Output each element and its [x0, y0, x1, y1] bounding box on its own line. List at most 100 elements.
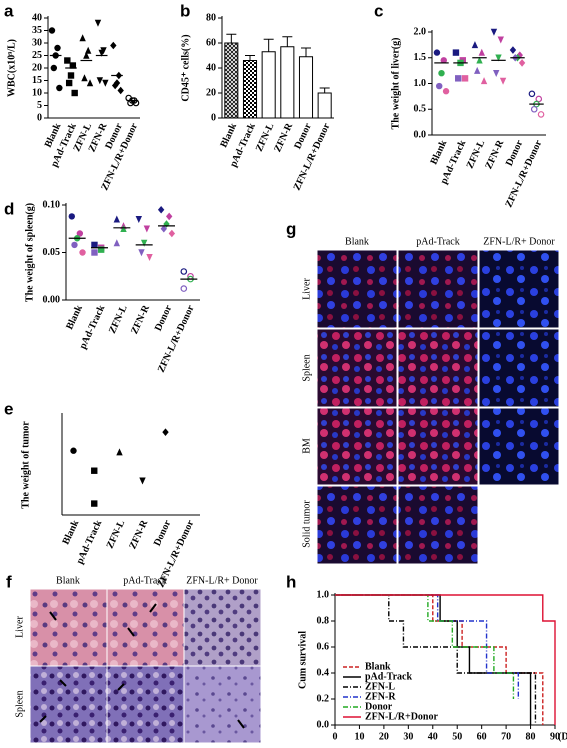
panel-letter: e — [4, 399, 13, 418]
error-bar — [319, 87, 330, 93]
data-point — [96, 77, 104, 85]
y-tick-label: 20 — [32, 62, 42, 73]
data-point — [91, 467, 98, 474]
y-tick-label: 40 — [32, 12, 42, 23]
y-tick-label: 35 — [32, 25, 42, 36]
bar — [224, 42, 239, 119]
x-tick-label: Donor — [152, 518, 174, 548]
x-tick-label: ZFN-R — [129, 303, 152, 336]
image — [478, 407, 560, 486]
y-axis-title: The weight of spleen(g) — [24, 203, 35, 302]
error-bar — [226, 33, 237, 43]
arrow — [39, 715, 47, 723]
data-point — [138, 249, 145, 257]
image — [183, 665, 262, 744]
data-point — [160, 224, 168, 233]
bar — [298, 56, 314, 119]
data-point — [480, 77, 488, 85]
x-tick-label: Blank — [64, 303, 85, 331]
bar — [317, 92, 332, 119]
data-point — [98, 49, 105, 57]
bar — [242, 60, 258, 119]
data-point — [180, 285, 188, 292]
data-point — [70, 447, 77, 454]
data-point — [509, 46, 517, 54]
data-point — [83, 51, 90, 59]
image — [478, 328, 560, 408]
y-tick-label: 0.4 — [317, 667, 330, 678]
y-tick-label: 0 — [211, 112, 216, 123]
data-point — [71, 241, 78, 249]
data-point — [140, 239, 148, 247]
x-tick-label: 70 — [501, 731, 511, 742]
x-tick-label: 90 — [550, 731, 560, 742]
data-point — [495, 54, 502, 62]
data-point — [493, 70, 500, 77]
y-tick-label: 60 — [206, 37, 216, 48]
x-tick-label: 60 — [477, 731, 487, 742]
image — [29, 588, 108, 667]
row-label: Spleen — [14, 690, 25, 717]
y-tick-label: 0.0 — [414, 129, 427, 140]
row-label: Liver — [14, 616, 25, 638]
y-tick-label: 0.5 — [414, 104, 427, 115]
data-point — [65, 79, 73, 87]
data-point — [436, 82, 443, 90]
data-point — [64, 57, 71, 64]
x-tick-label: 80 — [526, 731, 536, 742]
y-tick-label: 0.2 — [317, 693, 330, 704]
x-tick-label: ZFN-L/R+Donor — [292, 121, 333, 192]
arrow — [49, 611, 57, 621]
x-tick-label: 50 — [452, 731, 462, 742]
row-label: Liver — [301, 278, 312, 300]
data-point — [139, 477, 146, 485]
image — [397, 328, 479, 408]
data-point — [76, 230, 84, 237]
legend-label: Blank — [365, 661, 391, 672]
y-axis-title: Cum survival — [297, 631, 308, 689]
bar — [280, 46, 295, 119]
y-tick-label: 0.10 — [43, 199, 61, 210]
error-bar — [301, 47, 311, 57]
y-axis-title: The weight of liver(g) — [390, 38, 401, 130]
data-point — [455, 75, 462, 82]
x-tick-label: Donor — [153, 303, 175, 333]
data-point — [516, 51, 523, 59]
data-point — [111, 81, 119, 90]
panel-letter: g — [286, 219, 296, 238]
data-point — [530, 105, 538, 113]
image — [316, 407, 398, 486]
image — [316, 485, 398, 565]
row-label: Spleen — [301, 354, 312, 381]
data-point — [48, 27, 56, 34]
column-label: pAd-Track — [123, 575, 167, 586]
image — [397, 407, 479, 486]
data-point — [518, 59, 526, 67]
data-point — [535, 95, 543, 103]
legend-label: ZFN-L/R+Donor — [365, 711, 438, 722]
data-point — [113, 215, 121, 223]
x-tick-label: ZFN-R — [272, 121, 295, 154]
data-point — [120, 224, 127, 232]
image — [106, 665, 185, 744]
data-point — [91, 249, 98, 256]
data-point — [163, 220, 170, 228]
legend-label: pAd-Track — [365, 671, 412, 682]
y-tick-label: 30 — [32, 37, 42, 48]
image — [183, 588, 262, 667]
data-point — [537, 111, 545, 118]
x-tick-label: 10 — [354, 731, 364, 742]
data-point — [69, 62, 77, 69]
y-tick-label: 2.0 — [414, 26, 427, 37]
x-axis-title: (Days) — [558, 731, 567, 742]
image — [106, 588, 185, 667]
y-tick-label: 0.05 — [43, 247, 61, 258]
y-axis-title: WBC(x10⁹/L) — [6, 39, 17, 97]
column-label: ZFN-L/R+ Donor — [186, 575, 258, 586]
panel-letter: a — [4, 1, 14, 20]
data-point — [499, 77, 507, 85]
arrow — [117, 683, 125, 691]
data-point — [143, 225, 151, 233]
data-point — [135, 216, 143, 224]
